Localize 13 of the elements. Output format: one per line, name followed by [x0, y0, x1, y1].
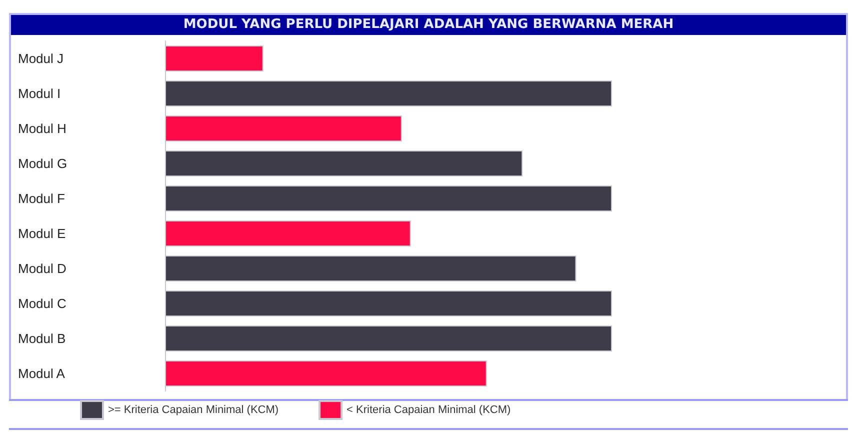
y-tick-label: Modul B — [18, 331, 66, 346]
y-tick-label: Modul H — [18, 121, 66, 136]
y-tick-label: Modul F — [18, 191, 66, 206]
y-tick-label: Modul D — [18, 261, 66, 276]
y-tick-label: Modul G — [18, 156, 68, 171]
legend-label: >= Kriteria Capaian Minimal (KCM) — [108, 404, 279, 416]
legend-label: < Kriteria Capaian Minimal (KCM) — [346, 404, 511, 416]
y-tick-label: Modul I — [18, 86, 61, 101]
y-tick-label: Modul J — [18, 51, 64, 66]
y-tick-label: Modul C — [18, 296, 66, 311]
y-tick-label: Modul E — [18, 226, 66, 241]
y-tick-label: Modul A — [18, 366, 66, 381]
chart-title: MODUL YANG PERLU DIPELAJARI ADALAH YANG BERWARNA MERAH — [11, 15, 846, 35]
